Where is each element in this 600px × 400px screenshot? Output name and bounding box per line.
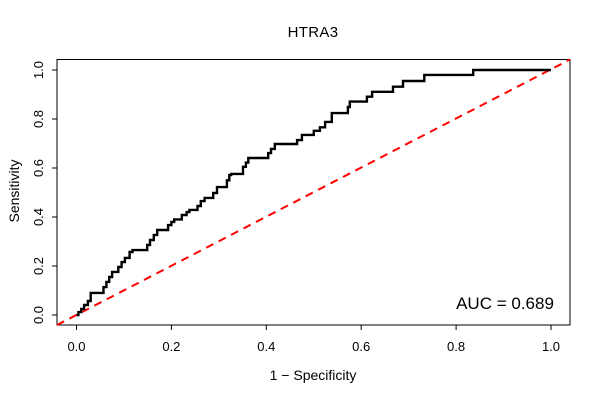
y-axis-label: Sensitivity (6, 159, 22, 223)
chance-diagonal-line (56, 58, 571, 326)
y-tick-label: 0.4 (31, 207, 46, 227)
x-tick-label: 0.0 (67, 339, 86, 354)
x-tick-label: 0.4 (257, 339, 276, 354)
x-tick-label: 0.6 (352, 339, 371, 354)
y-tick-label: 0.6 (31, 158, 46, 178)
y-tick-label: 0.2 (31, 256, 46, 276)
chart-title: HTRA3 (287, 24, 339, 41)
x-tick-label: 0.8 (447, 339, 466, 354)
plot-box (56, 59, 571, 326)
y-tick-label: 0.8 (31, 109, 46, 129)
y-tick-label: 1.0 (31, 60, 46, 80)
auc-annotation: AUC = 0.689 (456, 294, 554, 313)
x-axis-label: 1 − Specificity (269, 367, 357, 383)
y-tick-label: 0.0 (31, 305, 46, 325)
x-tick-label: 0.2 (162, 339, 181, 354)
x-tick-label: 1.0 (541, 339, 561, 354)
roc-curve (76, 68, 551, 317)
